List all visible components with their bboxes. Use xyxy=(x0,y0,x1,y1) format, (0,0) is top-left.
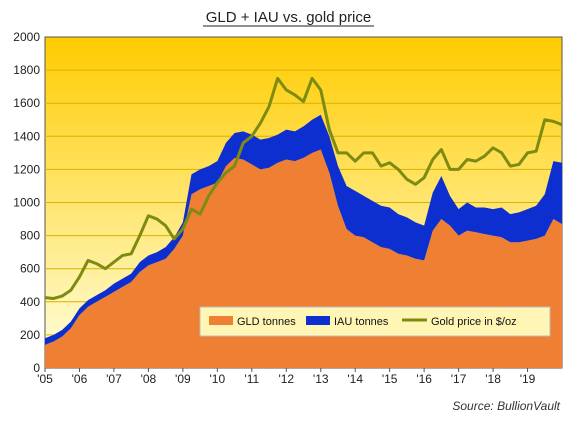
y-tick-label: 1200 xyxy=(13,162,40,176)
y-tick-label: 0 xyxy=(33,361,40,375)
x-tick-label: '08 xyxy=(141,372,157,386)
y-tick-label: 1000 xyxy=(13,196,40,210)
y-tick-label: 1800 xyxy=(13,63,40,77)
legend-swatch-gld xyxy=(209,316,233,325)
x-tick-label: '06 xyxy=(72,372,88,386)
legend-label-gold-price: Gold price in $/oz xyxy=(431,316,517,328)
y-tick-label: 2000 xyxy=(13,30,40,44)
y-tick-label: 1400 xyxy=(13,129,40,143)
y-tick-label: 400 xyxy=(20,295,40,309)
y-tick-label: 200 xyxy=(20,328,40,342)
legend-box xyxy=(199,306,551,337)
chart-title: GLD + IAU vs. gold price xyxy=(206,9,371,26)
y-axis: 0 200 400 600 800 1000 1200 1400 1600 1800 2000 xyxy=(13,30,40,375)
x-tick-label: '16 xyxy=(416,372,432,386)
x-tick-label: '07 xyxy=(106,372,122,386)
x-tick-label: '13 xyxy=(313,372,329,386)
legend-label-gld: GLD tonnes xyxy=(237,316,296,328)
x-tick-label: '11 xyxy=(244,372,259,386)
x-tick-label: '09 xyxy=(175,372,191,386)
y-tick-label: 600 xyxy=(20,262,40,276)
source-note: Source: BullionVault xyxy=(452,399,560,413)
y-tick-label: 1600 xyxy=(13,96,40,110)
x-tick-label: '05 xyxy=(37,372,53,386)
x-tick-label: '10 xyxy=(210,372,226,386)
x-tick-label: '15 xyxy=(382,372,398,386)
legend: GLD tonnes IAU tonnes Gold price in $/oz xyxy=(199,306,551,337)
legend-label-iau: IAU tonnes xyxy=(334,316,389,328)
series-area-iau xyxy=(45,114,562,345)
series-line-gold-price xyxy=(44,76,563,300)
x-tick-label: '19 xyxy=(520,372,536,386)
x-tick-label: '12 xyxy=(278,372,294,386)
x-tick-label: '17 xyxy=(451,372,467,386)
legend-swatch-iau xyxy=(306,316,330,325)
x-tick-label: '18 xyxy=(485,372,501,386)
y-tick-label: 800 xyxy=(20,229,40,243)
x-axis: '05 '06 '07 '08 '09 '10 '11 '12 '13 '14 '15 '16 '17 '… xyxy=(37,368,536,386)
x-tick-label: '14 xyxy=(347,372,363,386)
